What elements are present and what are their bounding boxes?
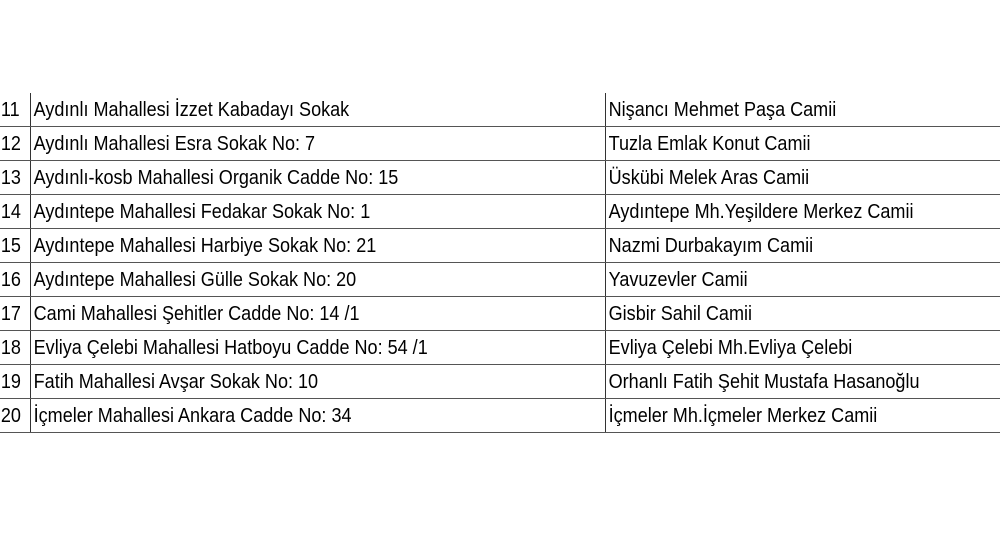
row-number-cell-text: 16 (0, 268, 21, 291)
mosque-name-cell-text: Üskübi Melek Aras Camii (608, 166, 810, 189)
mosque-name-cell-text: Orhanlı Fatih Şehit Mustafa Hasanoğlu (608, 370, 920, 393)
mosque-name-cell[interactable]: Üskübi Melek Aras Camii (606, 161, 1000, 194)
address-cell[interactable]: Aydıntepe Mahallesi Gülle Sokak No: 20 (31, 263, 606, 296)
address-cell-text: Aydıntepe Mahallesi Harbiye Sokak No: 21 (33, 234, 377, 257)
row-number-cell[interactable]: 11 (0, 93, 31, 126)
address-cell[interactable]: Evliya Çelebi Mahallesi Hatboyu Cadde No… (31, 331, 606, 364)
mosque-name-cell-text: Tuzla Emlak Konut Camii (608, 132, 811, 155)
mosque-name-cell[interactable]: Nişancı Mehmet Paşa Camii (606, 93, 1000, 126)
table-row: 11 Aydınlı Mahallesi İzzet Kabadayı Sokak… (0, 93, 1000, 127)
address-cell[interactable]: İçmeler Mahallesi Ankara Cadde No: 34 (31, 399, 606, 432)
table-row: 16 Aydıntepe Mahallesi Gülle Sokak No: 20… (0, 263, 1000, 297)
mosque-name-cell-text: Yavuzevler Camii (608, 268, 748, 291)
address-cell[interactable]: Aydınlı Mahallesi İzzet Kabadayı Sokak (31, 93, 606, 126)
row-number-cell-text: 15 (0, 234, 21, 257)
mosque-name-cell-text: İçmeler Mh.İçmeler Merkez Camii (608, 404, 878, 427)
address-cell[interactable]: Fatih Mahallesi Avşar Sokak No: 10 (31, 365, 606, 398)
mosque-name-cell-text: Aydıntepe Mh.Yeşildere Merkez Camii (608, 200, 914, 223)
mosque-name-cell[interactable]: Orhanlı Fatih Şehit Mustafa Hasanoğlu (606, 365, 1000, 398)
row-number-cell-text: 19 (0, 370, 21, 393)
mosque-name-cell[interactable]: Nazmi Durbakayım Camii (606, 229, 1000, 262)
address-cell-text: Aydıntepe Mahallesi Gülle Sokak No: 20 (33, 268, 357, 291)
address-cell[interactable]: Aydınlı Mahallesi Esra Sokak No: 7 (31, 127, 606, 160)
mosque-name-cell-text: Gisbir Sahil Camii (608, 302, 752, 325)
mosque-name-cell-text: Nazmi Durbakayım Camii (608, 234, 814, 257)
table-row: 20 İçmeler Mahallesi Ankara Cadde No: 34 İ… (0, 399, 1000, 433)
address-cell-text: Evliya Çelebi Mahallesi Hatboyu Cadde No… (33, 336, 428, 359)
row-number-cell-text: 20 (0, 404, 21, 427)
address-cell-text: Fatih Mahallesi Avşar Sokak No: 10 (33, 370, 319, 393)
address-cell-text: Aydınlı Mahallesi Esra Sokak No: 7 (33, 132, 316, 155)
row-number-cell-text: 12 (0, 132, 21, 155)
row-number-cell-text: 11 (0, 98, 20, 121)
table-row: 12 Aydınlı Mahallesi Esra Sokak No: 7 Tuzl… (0, 127, 1000, 161)
mosque-name-cell[interactable]: Evliya Çelebi Mh.Evliya Çelebi (606, 331, 1000, 364)
mosque-name-cell[interactable]: İçmeler Mh.İçmeler Merkez Camii (606, 399, 1000, 432)
address-cell[interactable]: Aydıntepe Mahallesi Fedakar Sokak No: 1 (31, 195, 606, 228)
mosque-name-cell[interactable]: Gisbir Sahil Camii (606, 297, 1000, 330)
row-number-cell[interactable]: 19 (0, 365, 31, 398)
table-row: 14 Aydıntepe Mahallesi Fedakar Sokak No: … (0, 195, 1000, 229)
row-number-cell[interactable]: 16 (0, 263, 31, 296)
table-row: 13 Aydınlı-kosb Mahallesi Organik Cadde N… (0, 161, 1000, 195)
address-cell[interactable]: Aydınlı-kosb Mahallesi Organik Cadde No:… (31, 161, 606, 194)
address-cell-text: İçmeler Mahallesi Ankara Cadde No: 34 (33, 404, 352, 427)
row-number-cell[interactable]: 18 (0, 331, 31, 364)
mosque-name-cell[interactable]: Tuzla Emlak Konut Camii (606, 127, 1000, 160)
address-cell[interactable]: Aydıntepe Mahallesi Harbiye Sokak No: 21 (31, 229, 606, 262)
row-number-cell[interactable]: 17 (0, 297, 31, 330)
row-number-cell-text: 17 (0, 302, 21, 325)
mosque-name-cell-text: Evliya Çelebi Mh.Evliya Çelebi (608, 336, 853, 359)
row-number-cell-text: 13 (0, 166, 21, 189)
mosque-address-table: 11 Aydınlı Mahallesi İzzet Kabadayı Sokak… (0, 93, 1000, 433)
mosque-name-cell-text: Nişancı Mehmet Paşa Camii (608, 98, 837, 121)
row-number-cell[interactable]: 20 (0, 399, 31, 432)
row-number-cell[interactable]: 15 (0, 229, 31, 262)
address-cell-text: Aydınlı Mahallesi İzzet Kabadayı Sokak (33, 98, 350, 121)
table-row: 15 Aydıntepe Mahallesi Harbiye Sokak No: … (0, 229, 1000, 263)
address-cell-text: Aydıntepe Mahallesi Fedakar Sokak No: 1 (33, 200, 371, 223)
address-cell[interactable]: Cami Mahallesi Şehitler Cadde No: 14 /1 (31, 297, 606, 330)
table-row: 19 Fatih Mahallesi Avşar Sokak No: 10 Orha… (0, 365, 1000, 399)
table-row: 18 Evliya Çelebi Mahallesi Hatboyu Cadde … (0, 331, 1000, 365)
row-number-cell-text: 14 (0, 200, 21, 223)
row-number-cell[interactable]: 13 (0, 161, 31, 194)
address-cell-text: Aydınlı-kosb Mahallesi Organik Cadde No:… (33, 166, 399, 189)
mosque-name-cell[interactable]: Aydıntepe Mh.Yeşildere Merkez Camii (606, 195, 1000, 228)
row-number-cell-text: 18 (0, 336, 21, 359)
row-number-cell[interactable]: 14 (0, 195, 31, 228)
table-row: 17 Cami Mahallesi Şehitler Cadde No: 14 /… (0, 297, 1000, 331)
row-number-cell[interactable]: 12 (0, 127, 31, 160)
address-cell-text: Cami Mahallesi Şehitler Cadde No: 14 /1 (33, 302, 360, 325)
mosque-name-cell[interactable]: Yavuzevler Camii (606, 263, 1000, 296)
